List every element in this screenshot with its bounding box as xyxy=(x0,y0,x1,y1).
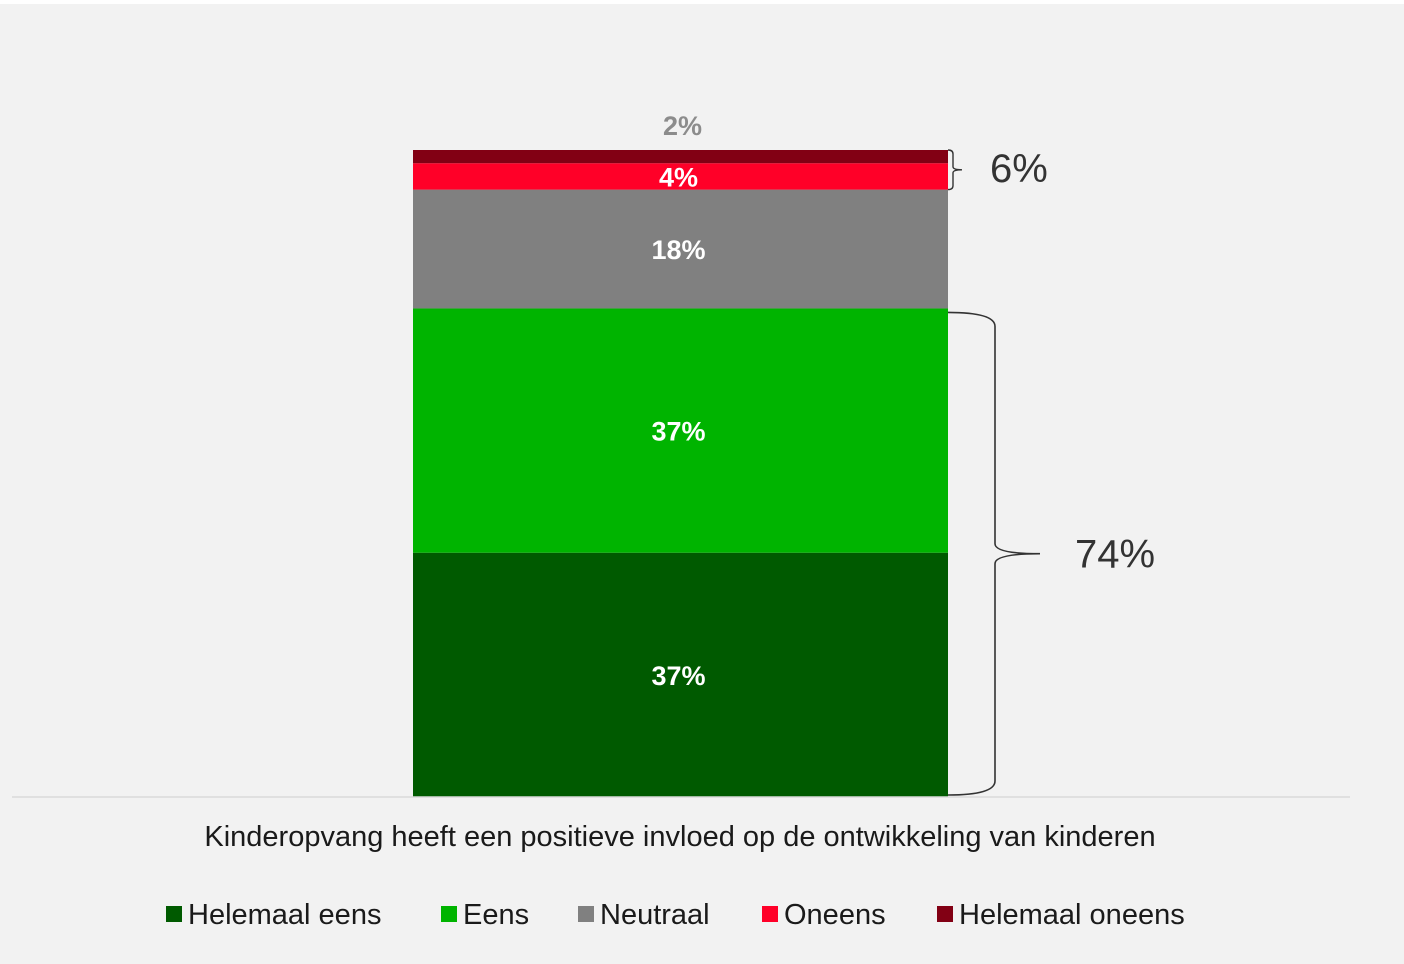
legend-label-eens: Eens xyxy=(463,899,529,931)
legend-swatch-helemaal-oneens xyxy=(937,906,953,922)
data-label-helemaal-eens: 37% xyxy=(651,661,705,691)
legend-label-helemaal-eens: Helemaal eens xyxy=(188,899,381,931)
legend-swatch-eens xyxy=(441,906,457,922)
bracket-label-disagree: 6% xyxy=(990,147,1048,191)
legend: Helemaal eens Eens Neutraal Oneens Helemaal … xyxy=(166,899,1185,931)
legend-item-eens: Eens xyxy=(441,899,529,931)
bracket-disagree xyxy=(947,149,963,191)
bar-segment-eens xyxy=(413,308,948,553)
stacked-bar-chart: 37% 37% 18% 4% 2% 74% 6% Kinderopvang heeft e… xyxy=(12,111,1350,931)
legend-label-neutraal: Neutraal xyxy=(600,899,710,931)
legend-swatch-helemaal-eens xyxy=(166,906,182,922)
data-label-eens: 37% xyxy=(651,417,705,447)
bar-segment-helemaal-oneens xyxy=(413,150,948,164)
bracket-label-agree: 74% xyxy=(1075,533,1155,577)
brackets-layer: 74% 6% xyxy=(947,147,1155,796)
legend-item-oneens: Oneens xyxy=(762,899,886,931)
legend-label-helemaal-oneens: Helemaal oneens xyxy=(959,899,1185,931)
data-label-oneens: 4% xyxy=(659,162,698,192)
legend-item-helemaal-oneens: Helemaal oneens xyxy=(937,899,1185,931)
chart-area: 37% 37% 18% 4% 2% 74% 6% Kinderopvang heeft e… xyxy=(0,4,1404,964)
bar-segment-helemaal-eens xyxy=(413,552,948,797)
bar-segment-neutraal xyxy=(413,189,948,309)
bracket-agree xyxy=(947,311,1041,796)
legend-item-helemaal-eens: Helemaal eens xyxy=(166,899,381,931)
data-label-helemaal-oneens: 2% xyxy=(663,111,702,141)
labels-layer: 37% 37% 18% 4% 2% xyxy=(651,111,705,691)
data-label-neutraal: 18% xyxy=(651,235,705,265)
legend-swatch-oneens xyxy=(762,906,778,922)
bars-layer xyxy=(413,150,948,797)
legend-item-neutraal: Neutraal xyxy=(578,899,710,931)
legend-label-oneens: Oneens xyxy=(784,899,886,931)
category-label: Kinderopvang heeft een positieve invloed… xyxy=(204,821,1155,853)
legend-swatch-neutraal xyxy=(578,906,594,922)
bar-segment-oneens xyxy=(413,163,948,190)
